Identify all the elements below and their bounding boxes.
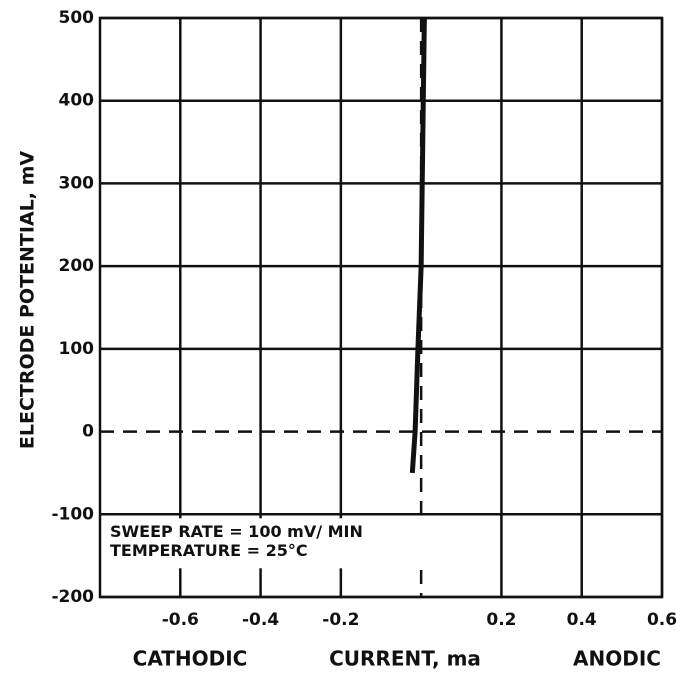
annotation-background (103, 518, 433, 569)
y-tick-label: 100 (59, 339, 95, 359)
x-axis-label: ANODIC (573, 647, 661, 671)
x-tick-label: 0.6 (647, 610, 677, 630)
annotation: SWEEP RATE = 100 mV/ MIN (110, 522, 363, 541)
annotation: TEMPERATURE = 25°C (110, 541, 308, 560)
plot-area (98, 16, 664, 599)
x-axis-label: CURRENT, ma (329, 647, 481, 671)
y-tick-label: 300 (59, 173, 95, 193)
x-tick-label: -0.4 (242, 610, 279, 630)
data-line (409, 17, 427, 474)
y-tick-label: 400 (59, 91, 95, 111)
x-tick-label: 0.2 (486, 610, 516, 630)
y-tick-label: 200 (59, 256, 95, 276)
x-axis-label: CATHODIC (133, 647, 248, 671)
y-tick-label: -200 (51, 587, 94, 607)
y-axis-label: ELECTRODE POTENTIAL, mV (17, 151, 39, 450)
y-tick-label: 500 (59, 8, 95, 28)
x-tick-label: 0.4 (567, 610, 597, 630)
x-tick-label: -0.2 (322, 610, 359, 630)
x-tick-label: -0.6 (162, 610, 199, 630)
y-tick-label: 0 (82, 422, 94, 442)
y-tick-label: -100 (51, 504, 94, 524)
